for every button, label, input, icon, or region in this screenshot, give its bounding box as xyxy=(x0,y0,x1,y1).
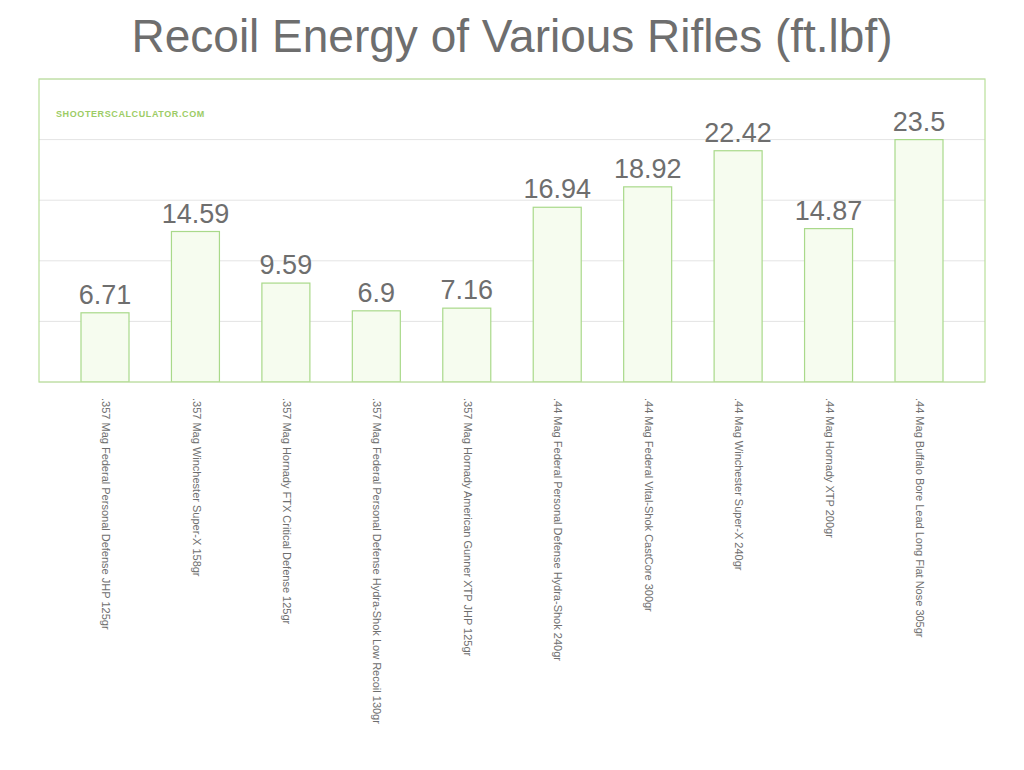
data-label: 9.59 xyxy=(260,250,313,280)
grid-line xyxy=(39,139,985,140)
category-label: .357 Mag Federal Personal Defense Hydra-… xyxy=(371,398,383,724)
category-label: .44 Mag Federal Vital-Shok CastCore 300g… xyxy=(643,398,655,612)
data-label: 16.94 xyxy=(523,174,591,204)
category-label: .357 Mag Hornady FTX Critical Defense 12… xyxy=(281,398,293,625)
category-label: .357 Mag Federal Personal Defense JHP 12… xyxy=(100,398,112,630)
bar xyxy=(262,283,310,382)
category-label: .357 Mag Hornady American Gunner XTP JHP… xyxy=(462,398,474,657)
bars xyxy=(81,140,943,382)
chart-title: Recoil Energy of Various Rifles (ft.lbf) xyxy=(132,10,893,62)
category-label: .44 Mag Hornady XTP 200gr xyxy=(824,398,836,538)
data-label: 7.16 xyxy=(440,275,493,305)
bar xyxy=(81,313,129,382)
bar xyxy=(443,308,491,382)
bar xyxy=(805,229,853,382)
chart-svg: Recoil Energy of Various Rifles (ft.lbf)… xyxy=(0,0,1024,770)
category-label: .44 Mag Federal Personal Defense Hydra-S… xyxy=(552,398,564,661)
category-label: .44 Mag Buffalo Bore Lead Long Flat Nose… xyxy=(914,398,926,638)
bar xyxy=(171,232,219,382)
bar xyxy=(895,140,943,382)
bar xyxy=(352,311,400,382)
bar xyxy=(624,187,672,382)
data-label: 18.92 xyxy=(614,154,682,184)
data-label: 6.9 xyxy=(358,278,396,308)
data-label: 14.87 xyxy=(795,196,863,226)
plot-frame xyxy=(39,79,985,382)
data-label: 22.42 xyxy=(704,118,772,148)
bar xyxy=(533,207,581,382)
data-label: 23.5 xyxy=(893,107,946,137)
bar xyxy=(714,151,762,382)
watermark: SHOOTERSCALCULATOR.COM xyxy=(56,109,205,119)
data-label: 14.59 xyxy=(162,199,230,229)
chart-root: Recoil Energy of Various Rifles (ft.lbf)… xyxy=(0,0,1024,770)
category-label: .357 Mag Winchester Super-X 158gr xyxy=(191,398,203,577)
data-label: 6.71 xyxy=(79,280,132,310)
category-label: .44 Mag Winchester Super-X 240gr xyxy=(733,398,745,571)
